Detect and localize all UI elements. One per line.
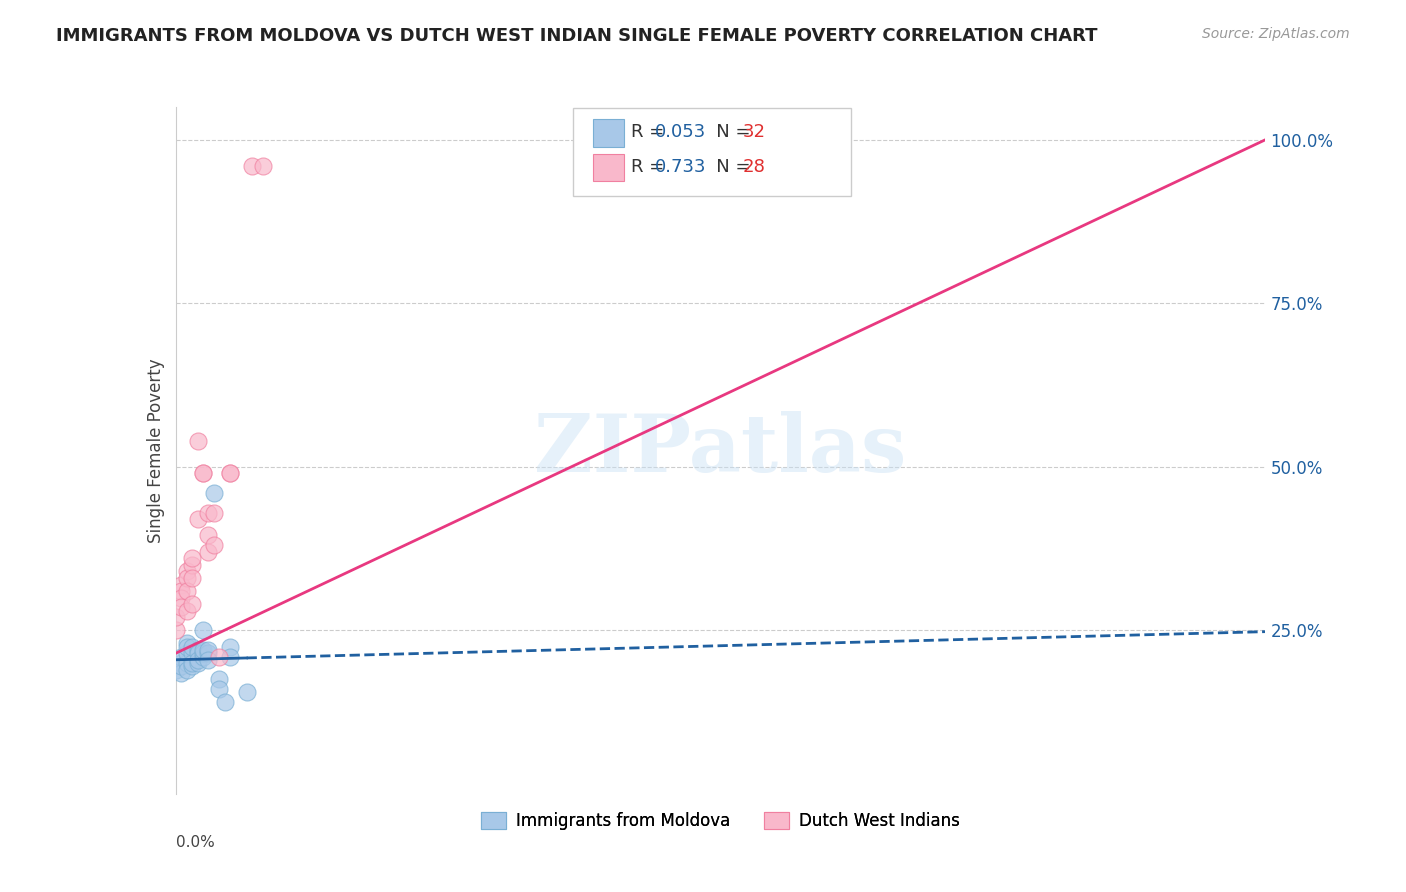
Point bbox=[176, 636, 198, 650]
Point bbox=[170, 659, 193, 673]
Point bbox=[176, 604, 198, 618]
Point bbox=[181, 656, 204, 670]
Point bbox=[176, 584, 198, 599]
Point bbox=[165, 610, 187, 624]
Point bbox=[219, 467, 242, 481]
Point bbox=[219, 649, 242, 664]
FancyBboxPatch shape bbox=[593, 120, 624, 147]
Point bbox=[181, 597, 204, 611]
Point bbox=[181, 558, 204, 572]
Point bbox=[176, 640, 198, 654]
Point bbox=[214, 695, 236, 709]
Text: N =: N = bbox=[699, 123, 756, 142]
Text: R =: R = bbox=[631, 123, 671, 142]
Point bbox=[186, 656, 209, 670]
Point bbox=[202, 506, 225, 520]
Point bbox=[202, 486, 225, 500]
Point bbox=[170, 665, 193, 680]
Point bbox=[252, 159, 274, 173]
FancyBboxPatch shape bbox=[593, 153, 624, 181]
Point bbox=[197, 545, 219, 559]
Point bbox=[208, 682, 231, 697]
Point bbox=[176, 571, 198, 585]
Text: 0.053: 0.053 bbox=[655, 123, 706, 142]
Point bbox=[165, 663, 187, 677]
Text: R =: R = bbox=[631, 159, 671, 177]
Point bbox=[170, 656, 193, 670]
Point bbox=[191, 649, 214, 664]
Point bbox=[208, 673, 231, 687]
Point bbox=[191, 624, 214, 638]
Point bbox=[181, 646, 204, 660]
Point bbox=[197, 643, 219, 657]
Point bbox=[191, 467, 214, 481]
Point bbox=[176, 663, 198, 677]
Point bbox=[186, 653, 209, 667]
Point bbox=[197, 646, 219, 660]
Point bbox=[197, 528, 219, 542]
Point bbox=[208, 649, 231, 664]
Point bbox=[191, 643, 214, 657]
Legend: Immigrants from Moldova, Dutch West Indians: Immigrants from Moldova, Dutch West Indi… bbox=[475, 805, 966, 837]
Text: 0.0%: 0.0% bbox=[176, 835, 215, 850]
Point bbox=[181, 659, 204, 673]
Point bbox=[219, 467, 242, 481]
Text: ZIPatlas: ZIPatlas bbox=[534, 411, 907, 490]
Text: N =: N = bbox=[699, 159, 756, 177]
Text: 32: 32 bbox=[742, 123, 765, 142]
Point bbox=[191, 646, 214, 660]
Point bbox=[176, 646, 198, 660]
Point bbox=[186, 646, 209, 660]
Point bbox=[202, 538, 225, 552]
FancyBboxPatch shape bbox=[574, 109, 852, 196]
Point bbox=[170, 649, 193, 664]
Point bbox=[181, 551, 204, 566]
Point bbox=[197, 506, 219, 520]
Point bbox=[219, 640, 242, 654]
Point bbox=[165, 624, 187, 638]
Point bbox=[235, 685, 257, 699]
Point bbox=[170, 600, 193, 615]
Text: 28: 28 bbox=[742, 159, 765, 177]
Point bbox=[170, 591, 193, 605]
Point bbox=[170, 577, 193, 591]
Point bbox=[181, 571, 204, 585]
Point bbox=[240, 159, 263, 173]
Point bbox=[176, 565, 198, 579]
Point bbox=[186, 643, 209, 657]
Point bbox=[197, 653, 219, 667]
Point bbox=[170, 584, 193, 599]
Text: IMMIGRANTS FROM MOLDOVA VS DUTCH WEST INDIAN SINGLE FEMALE POVERTY CORRELATION C: IMMIGRANTS FROM MOLDOVA VS DUTCH WEST IN… bbox=[56, 27, 1098, 45]
Point bbox=[181, 640, 204, 654]
Text: 0.733: 0.733 bbox=[655, 159, 707, 177]
Point bbox=[176, 656, 198, 670]
Y-axis label: Single Female Poverty: Single Female Poverty bbox=[146, 359, 165, 542]
Point bbox=[191, 467, 214, 481]
Point bbox=[186, 434, 209, 448]
Text: Source: ZipAtlas.com: Source: ZipAtlas.com bbox=[1202, 27, 1350, 41]
Point bbox=[186, 512, 209, 526]
